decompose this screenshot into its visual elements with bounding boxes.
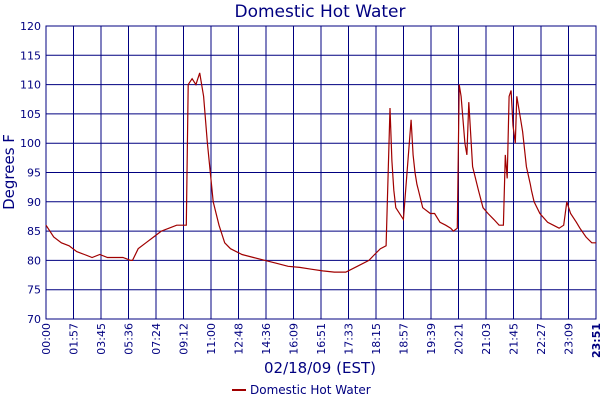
grid (45, 25, 597, 320)
chart-title: Domestic Hot Water (234, 2, 405, 22)
plot-frame (45, 25, 597, 320)
x-tick-label: 18:57 (398, 323, 411, 355)
y-tick-label: 120 (20, 20, 41, 33)
x-tick-label: 19:39 (425, 323, 438, 355)
y-tick-label: 105 (20, 108, 41, 121)
x-tick-label: 23:51 (590, 323, 600, 358)
x-tick-label: 23:09 (563, 323, 576, 355)
y-tick-label: 80 (27, 254, 41, 267)
y-tick-label: 85 (27, 225, 41, 238)
x-tick-label: 20:21 (453, 323, 466, 355)
x-tick-label: 14:36 (260, 323, 273, 355)
x-tick-label: 22:27 (535, 323, 548, 355)
x-axis-label: 02/18/09 (EST) (264, 359, 376, 377)
x-tick-label: 00:00 (40, 323, 53, 355)
y-axis-label: Degrees F (0, 134, 18, 210)
x-tick-label: 21:45 (508, 323, 521, 355)
x-tick-label: 12:48 (233, 323, 246, 355)
x-tick-label: 16:09 (288, 323, 301, 355)
series-line-domestic-hot-water (45, 72, 596, 273)
y-tick-label: 95 (27, 167, 41, 180)
y-tick-label: 115 (20, 49, 41, 62)
x-axis-ticks: 00:00 01:57 03:45 05:36 07:24 09:12 11:00 12:48… (40, 323, 600, 358)
x-tick-label: 03:45 (95, 323, 108, 355)
y-tick-label: 90 (27, 196, 41, 209)
x-tick-label: 11:00 (205, 323, 218, 355)
legend-label: Domestic Hot Water (250, 383, 371, 397)
y-tick-label: 70 (27, 313, 41, 326)
y-axis-ticks: 70 75 80 85 90 95 100 105 110 115 120 (20, 20, 41, 326)
x-tick-label: 09:12 (178, 323, 191, 355)
x-tick-label: 05:36 (123, 323, 136, 355)
legend: Domestic Hot Water (232, 383, 371, 397)
y-tick-label: 110 (20, 79, 41, 92)
y-tick-label: 75 (27, 284, 41, 297)
x-tick-label: 18:15 (370, 323, 383, 355)
x-tick-label: 07:24 (150, 323, 163, 355)
y-tick-label: 100 (20, 137, 41, 150)
x-tick-label: 01:57 (68, 323, 81, 355)
x-tick-label: 17:33 (343, 323, 356, 355)
x-tick-label: 16:51 (315, 323, 328, 355)
x-tick-label: 21:03 (480, 323, 493, 355)
